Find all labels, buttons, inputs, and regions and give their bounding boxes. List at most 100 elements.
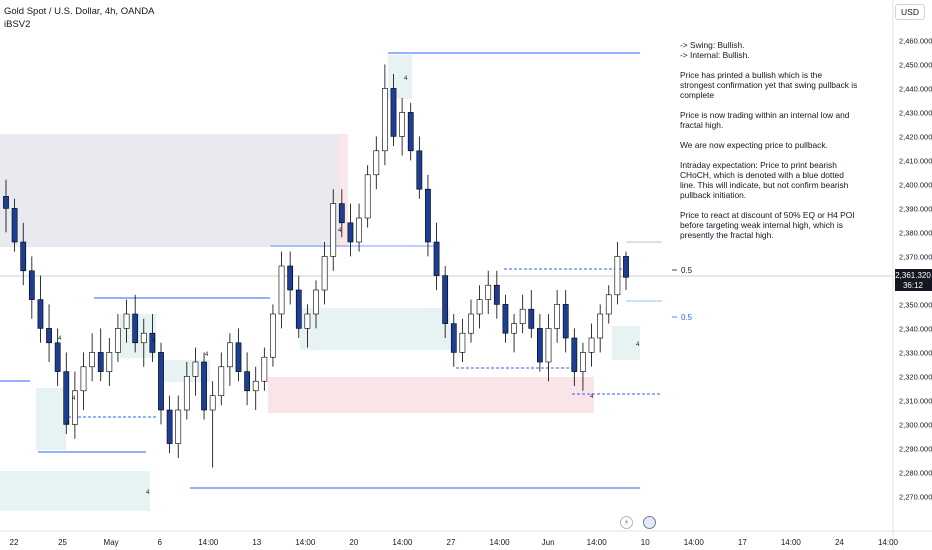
price-tick-label: 2,320.000 <box>899 372 932 381</box>
time-tick-label: 25 <box>58 538 67 547</box>
bull-candle <box>605 285 612 324</box>
bear-candle <box>11 198 18 252</box>
price-tick-label: 2,420.000 <box>899 132 932 141</box>
note-paragraph-2: Price is now trading within an internal … <box>680 110 850 130</box>
marker-label: 4 <box>58 336 62 342</box>
supply-zone-pink-edge <box>338 134 348 247</box>
candles <box>3 64 629 468</box>
bear-candle <box>338 189 345 238</box>
bull-candle <box>399 98 405 156</box>
fib-labels: 0.5 0.5 <box>672 266 693 322</box>
supply-zone-grey <box>0 134 340 247</box>
demand-zone-teal-6 <box>0 471 150 511</box>
marker-label: 4 <box>636 342 640 348</box>
price-tick-label: 2,270.000 <box>899 492 932 501</box>
time-tick-label: 14:00 <box>295 538 316 547</box>
time-tick-label: 10 <box>641 538 650 547</box>
bull-candle <box>321 242 328 305</box>
time-tick-label: 14:00 <box>781 538 802 547</box>
bear-candle <box>493 270 500 319</box>
bull-candle <box>89 333 95 382</box>
time-tick-label: Jun <box>542 538 555 547</box>
bull-candle <box>106 338 113 386</box>
note-paragraph-5: Price to react at discount of 50% EQ or … <box>680 210 855 240</box>
bull-candle <box>459 318 466 362</box>
bull-candle <box>261 347 268 391</box>
price-tick-label: 2,350.000 <box>899 300 932 309</box>
bear-candle <box>390 74 397 146</box>
bull-candle <box>183 362 190 420</box>
bear-candle <box>46 304 52 362</box>
bull-candle <box>192 347 199 396</box>
fib-label-upper: 0.5 <box>681 266 693 275</box>
bull-candle <box>356 203 362 252</box>
flag-icon[interactable] <box>643 516 656 529</box>
price-tick-label: 2,370.000 <box>899 252 932 261</box>
time-tick-label: 20 <box>349 538 358 547</box>
bull-candle <box>270 304 276 367</box>
bear-candle <box>450 314 457 367</box>
time-tick-label: 13 <box>252 538 261 547</box>
indicator-label[interactable]: iBSV2 <box>4 19 31 30</box>
note-paragraph-4: Intraday expectation: Price to print bea… <box>680 160 849 200</box>
poi-zone-pink <box>268 377 594 413</box>
bull-candle <box>227 333 233 386</box>
note-paragraph-1: Price has printed a bullish which is the… <box>680 70 858 100</box>
bear-candle <box>528 290 535 338</box>
time-tick-label: 14:00 <box>878 538 899 547</box>
currency-button[interactable]: USD <box>895 4 925 20</box>
bull-candle <box>330 189 337 271</box>
bear-candle <box>571 328 578 386</box>
demand-zone-teal-5 <box>612 326 640 360</box>
time-tick-label: 27 <box>447 538 456 547</box>
marker-label: 4 <box>152 338 156 344</box>
bear-candle <box>295 275 302 338</box>
bear-candle <box>201 352 207 420</box>
bull-candle <box>614 242 621 305</box>
bear-candle <box>132 294 139 353</box>
bull-candle <box>476 285 483 329</box>
analysis-notes: -> Swing: Bullish. -> Internal: Bullish.… <box>680 40 858 250</box>
bear-candle <box>442 266 449 338</box>
marker-label: 4 <box>590 394 594 400</box>
price-tick-label: 2,430.000 <box>899 108 932 117</box>
price-tick-label: 2,410.000 <box>899 156 932 165</box>
candle-countdown: 36:12 <box>903 281 924 290</box>
bear-candle <box>502 294 509 343</box>
marker-label: 4 <box>404 76 408 82</box>
bear-candle <box>97 328 104 382</box>
bear-candle <box>63 352 70 434</box>
bull-candle <box>72 371 78 439</box>
marker-label: 4 <box>205 352 209 358</box>
time-tick-label: 6 <box>157 538 162 547</box>
bear-candle <box>244 352 250 406</box>
bull-candle <box>175 395 182 458</box>
time-tick-label: 22 <box>10 538 19 547</box>
bull-candle <box>278 251 285 329</box>
price-tick-label: 2,450.000 <box>899 60 932 69</box>
bear-candle <box>433 222 440 290</box>
price-tick-label: 2,310.000 <box>899 396 932 405</box>
current-price-value: 2,361.320 <box>895 271 931 280</box>
bear-candle <box>407 102 414 161</box>
bull-candle <box>304 304 311 348</box>
price-tick-label: 2,390.000 <box>899 204 932 213</box>
zone-markers: 4 4 4 4 4 4 4 4 4 4 <box>58 76 640 496</box>
price-tick-label: 2,400.000 <box>899 180 932 189</box>
bull-candle <box>580 342 586 391</box>
bull-candle <box>545 314 552 382</box>
bull-candle <box>382 64 388 166</box>
bull-candle <box>554 290 560 343</box>
demand-zone-teal-7 <box>36 388 66 450</box>
bull-candle <box>597 304 604 353</box>
bear-candle <box>623 251 629 290</box>
price-tick-label: 2,280.000 <box>899 468 932 477</box>
time-tick-label: 14:00 <box>684 538 705 547</box>
bear-candle <box>235 328 242 382</box>
marker-label: 4 <box>72 396 76 402</box>
bear-candle <box>537 314 543 372</box>
price-tick-label: 2,290.000 <box>899 444 932 453</box>
lightning-icon[interactable]: ⚡ <box>620 516 633 529</box>
